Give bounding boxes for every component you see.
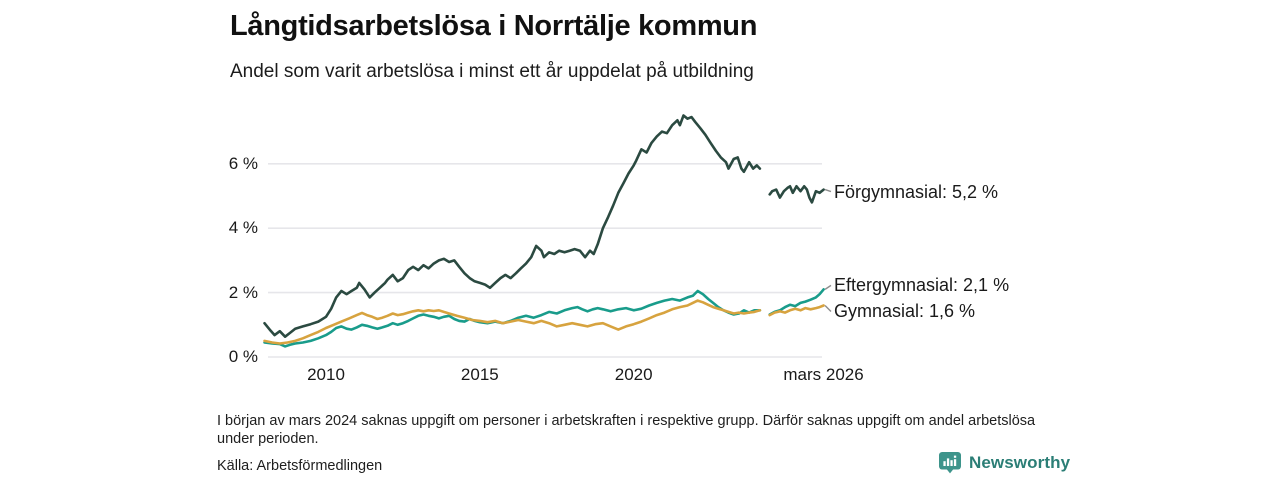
series-line-f-rgymnasial xyxy=(263,114,762,339)
x-tick-label: 2015 xyxy=(460,365,499,384)
series-label-eftergymnasial: Eftergymnasial: 2,1 % xyxy=(834,275,1010,296)
chart-subtitle: Andel som varit arbetslösa i minst ett å… xyxy=(230,61,754,82)
footnote: I början av mars 2024 saknas uppgift om … xyxy=(217,413,1036,447)
series-label-gymnasial: Gymnasial: 1,6 % xyxy=(834,301,976,322)
series-line-gymnasial xyxy=(263,299,762,345)
label-connector xyxy=(824,188,832,193)
label-connector xyxy=(824,284,832,290)
y-tick-label: 6 % xyxy=(228,153,258,173)
x-tick-label: 2010 xyxy=(307,365,345,384)
label-connector xyxy=(824,304,832,312)
series-label-f-rgymnasial: Förgymnasial: 5,2 % xyxy=(834,181,999,202)
series-line-f-rgymnasial xyxy=(768,185,825,204)
source-attribution: Källa: Arbetsförmedlingen xyxy=(217,458,383,474)
newsworthy-logo-text: Newsworthy xyxy=(969,452,1071,472)
x-tick-label: mars 2026 xyxy=(783,365,864,384)
y-tick-label: 0 % xyxy=(228,347,258,366)
bar-chart-speech-bubble-icon xyxy=(939,452,961,474)
x-tick-label: 2020 xyxy=(614,365,653,384)
y-tick-label: 4 % xyxy=(228,218,258,238)
page-title: Långtidsarbetslösa i Norrtälje kommun xyxy=(230,10,758,42)
y-tick-label: 2 % xyxy=(228,282,258,302)
newsworthy-logo: Newsworthy xyxy=(938,451,1070,474)
series-line-eftergymnasial xyxy=(263,289,762,348)
series-line-gymnasial xyxy=(768,304,825,317)
